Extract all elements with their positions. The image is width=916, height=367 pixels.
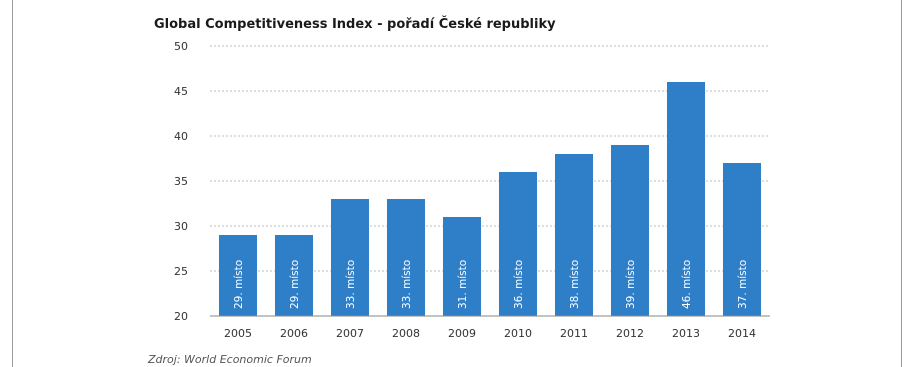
x-tick-label: 2006: [280, 327, 308, 340]
x-tick-label: 2013: [672, 327, 700, 340]
bars: 29. místo 29. místo 33. místo 33. místo 31. …: [219, 82, 761, 316]
y-axis-ticks: 20 25 30 35 40 45 50: [174, 40, 188, 323]
y-tick-label: 20: [174, 310, 188, 323]
bar-data-label: 33. místo: [345, 260, 357, 309]
y-tick-label: 40: [174, 130, 188, 143]
bar-data-label: 46. místo: [681, 260, 693, 309]
y-tick-label: 45: [174, 85, 188, 98]
bar-data-label: 31. místo: [457, 260, 469, 309]
bar-data-label: 36. místo: [513, 260, 525, 309]
y-tick-label: 25: [174, 265, 188, 278]
bar-2012: [611, 145, 649, 316]
bar-data-label: 29. místo: [233, 260, 245, 309]
x-tick-label: 2009: [448, 327, 476, 340]
y-tick-label: 50: [174, 40, 188, 53]
x-tick-label: 2007: [336, 327, 364, 340]
y-tick-label: 35: [174, 175, 188, 188]
x-tick-label: 2011: [560, 327, 588, 340]
bar-data-label: 33. místo: [401, 260, 413, 309]
bar-2014: [723, 163, 761, 316]
bar-2010: [499, 172, 537, 316]
x-tick-label: 2014: [728, 327, 756, 340]
source-note: Zdroj: World Economic Forum: [148, 353, 312, 366]
bar-2009: [443, 217, 481, 316]
x-tick-label: 2012: [616, 327, 644, 340]
bar-2006: [275, 235, 313, 316]
chart-frame: [12, 0, 902, 367]
bar-2007: [331, 199, 369, 316]
bar-data-label: 37. místo: [737, 260, 749, 309]
bar-2008: [387, 199, 425, 316]
bar-2013: [667, 82, 705, 316]
x-tick-label: 2010: [504, 327, 532, 340]
bar-data-label: 38. místo: [569, 260, 581, 309]
bar-2011: [555, 154, 593, 316]
x-tick-label: 2005: [224, 327, 252, 340]
bar-data-label: 39. místo: [625, 260, 637, 309]
chart-title: Global Competitiveness Index - pořadí Če…: [154, 17, 556, 32]
bar-data-label: 29. místo: [289, 260, 301, 309]
bar-2005: [219, 235, 257, 316]
x-tick-label: 2008: [392, 327, 420, 340]
y-tick-label: 30: [174, 220, 188, 233]
x-axis-ticks: 2005 2006 2007 2008 2009 2010 2011 2012 2013 2014: [224, 327, 756, 340]
